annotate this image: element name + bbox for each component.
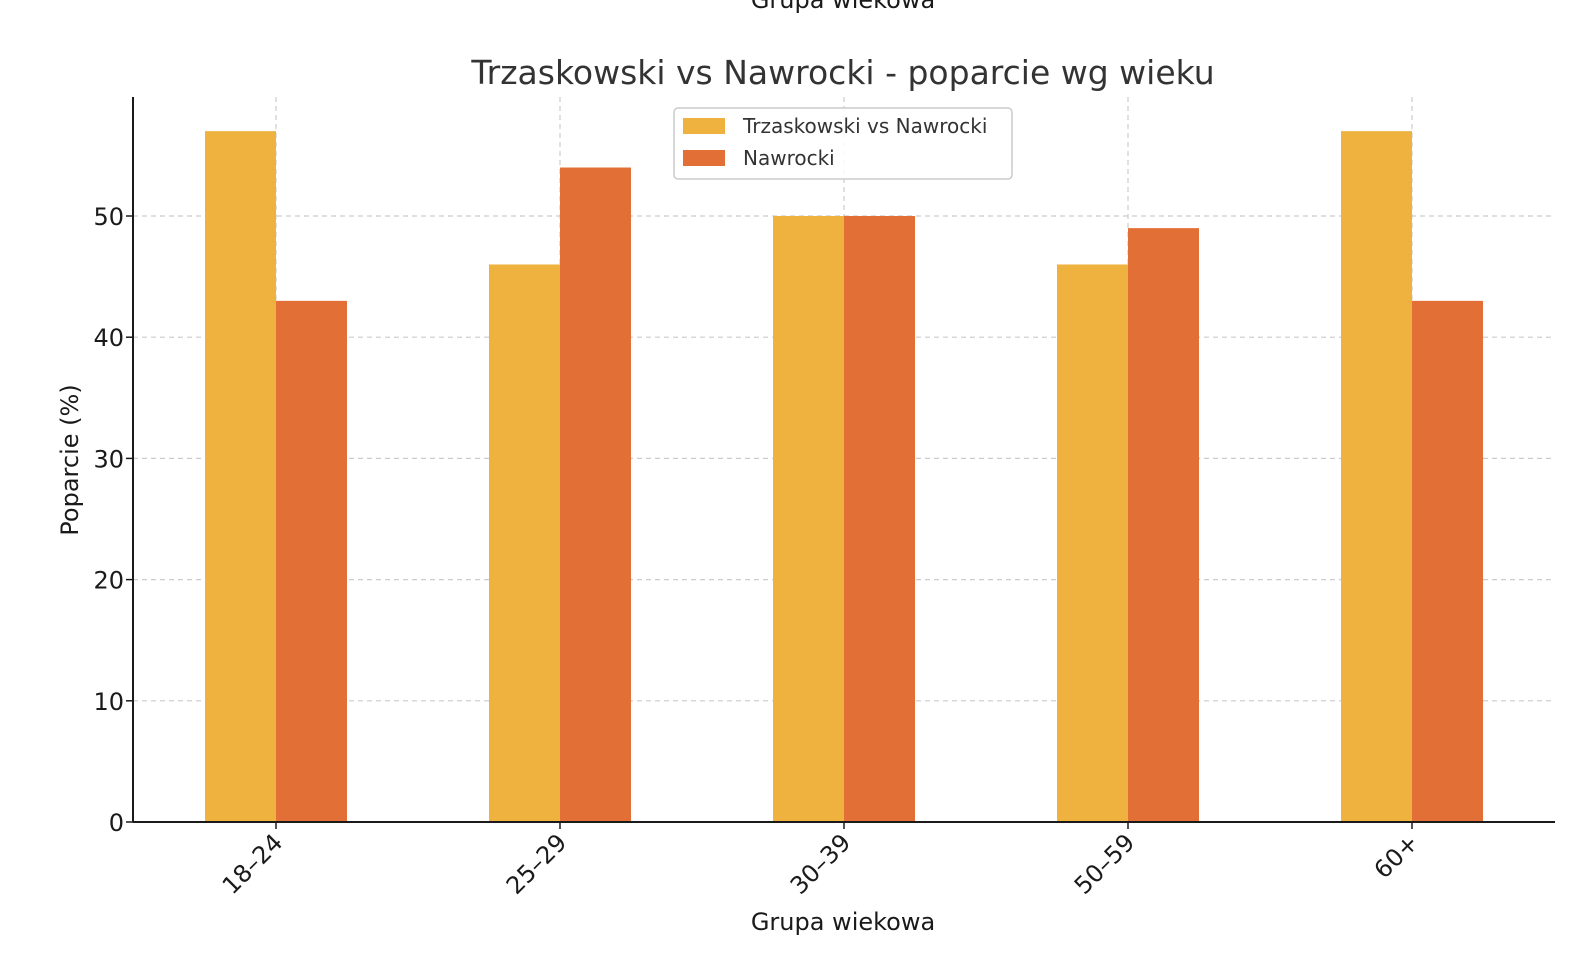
legend-swatch xyxy=(683,150,725,166)
bar-series-2 xyxy=(560,167,631,822)
bar-series-2 xyxy=(276,300,347,823)
bars xyxy=(205,131,1483,823)
x-tick-label: 25–29 xyxy=(501,828,572,899)
x-tick-label: 50–59 xyxy=(1069,828,1140,899)
legend-box xyxy=(673,107,1013,180)
bar-series-1 xyxy=(1341,131,1412,822)
bar-series-1 xyxy=(1057,264,1128,823)
y-ticks: 0 10 20 30 40 50 xyxy=(93,203,133,837)
y-tick-label: 40 xyxy=(93,324,124,352)
y-tick-label: 50 xyxy=(93,203,124,231)
x-tick-label: 18–24 xyxy=(217,828,288,899)
bar-series-1 xyxy=(773,216,844,822)
bar-series-1 xyxy=(489,264,560,823)
bar-series-1 xyxy=(205,131,276,822)
bar-series-2 xyxy=(1412,300,1483,823)
bar-series-2 xyxy=(844,216,915,822)
chart-title: Trzaskowski vs Nawrocki - poparcie wg wi… xyxy=(470,53,1214,92)
x-ticks: 18–24 25–29 30–39 50–59 60+ xyxy=(217,822,1424,900)
y-axis-title: Poparcie (%) xyxy=(56,384,84,535)
y-tick-label: 20 xyxy=(93,567,124,595)
cut-off-top-label: Grupa wiekowa xyxy=(751,0,935,14)
legend-swatch xyxy=(683,118,725,134)
y-tick-label: 10 xyxy=(93,688,124,716)
bar-series-2 xyxy=(1128,228,1199,822)
x-axis-title: Grupa wiekowa xyxy=(751,908,935,936)
y-tick-label: 0 xyxy=(109,809,124,837)
legend-label: Trzaskowski vs Nawrocki xyxy=(742,114,987,138)
x-tick-label: 60+ xyxy=(1369,828,1425,884)
legend: Trzaskowski vs Nawrocki Nawrocki xyxy=(673,107,1013,180)
y-tick-label: 30 xyxy=(93,445,124,473)
legend-label: Nawrocki xyxy=(743,146,835,170)
x-tick-label: 30–39 xyxy=(785,828,856,899)
